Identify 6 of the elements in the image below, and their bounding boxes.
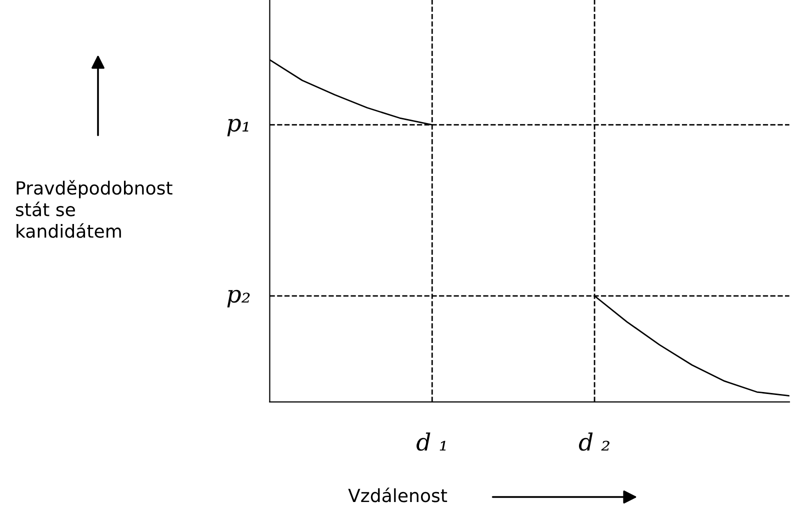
- x-axis-title: Vzdálenost: [348, 488, 448, 502]
- x-tick-label: d ₁: [416, 432, 446, 451]
- x-tick-label: d ₂: [578, 432, 610, 451]
- ref-line-label: p₂: [227, 290, 250, 308]
- text: Pravděpodobnost stát se kandidátem: [16, 180, 172, 238]
- ref-line-label: p₁: [227, 118, 248, 136]
